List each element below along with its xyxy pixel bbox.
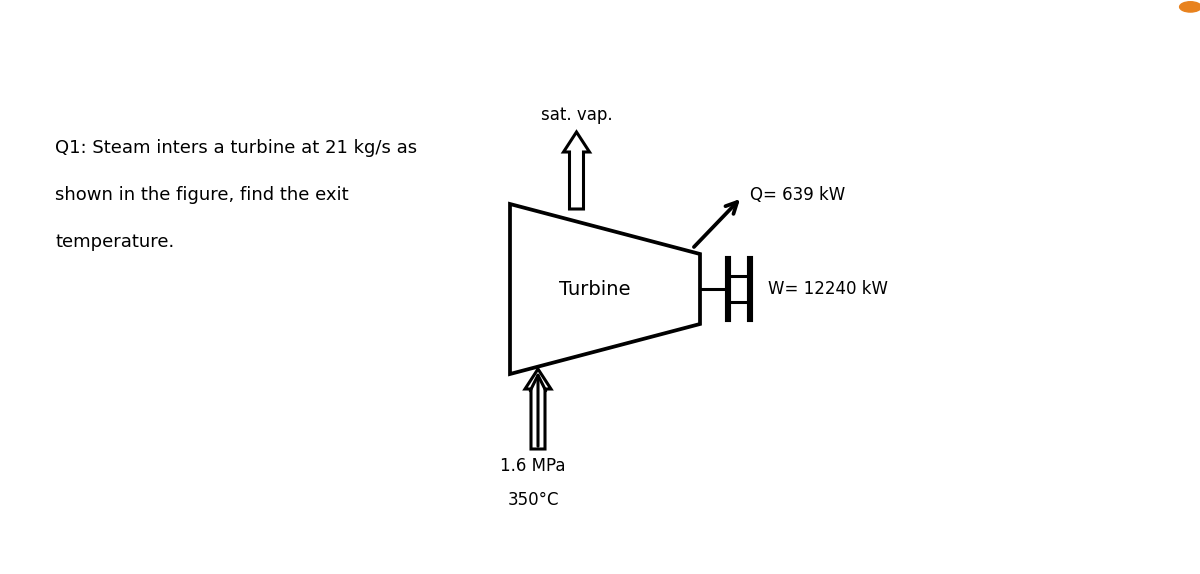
Text: Q= 639 kW: Q= 639 kW xyxy=(750,186,845,204)
Text: Turbine: Turbine xyxy=(559,280,631,298)
Text: temperature.: temperature. xyxy=(55,233,174,251)
Text: 1.6 MPa: 1.6 MPa xyxy=(500,457,565,475)
Text: shown in the figure, find the exit: shown in the figure, find the exit xyxy=(55,186,349,204)
Text: Q1: Steam inters a turbine at 21 kg/s as: Q1: Steam inters a turbine at 21 kg/s as xyxy=(55,139,418,157)
Text: W= 12240 kW: W= 12240 kW xyxy=(768,280,888,298)
Text: sat. vap.: sat. vap. xyxy=(541,106,612,124)
Text: 350°C: 350°C xyxy=(508,491,559,509)
